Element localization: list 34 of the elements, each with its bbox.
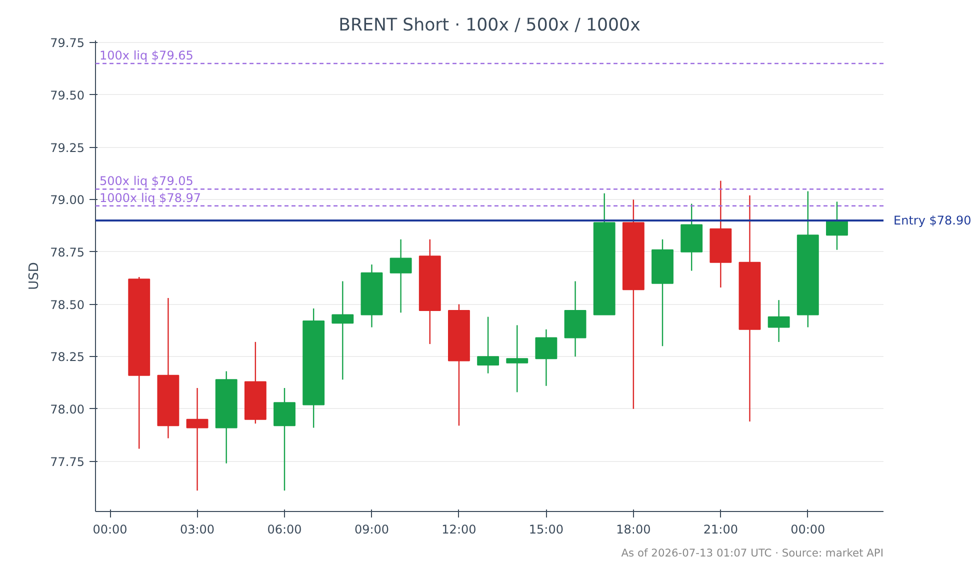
x-tick-label: 00:00 (790, 522, 826, 536)
ref-line-label: Entry $78.90 (894, 214, 972, 228)
y-axis-title: USD (27, 262, 42, 290)
x-tick-label: 21:00 (703, 522, 738, 536)
candlestick (332, 280, 354, 380)
ref-line-label: 1000x liq $78.97 (100, 190, 202, 205)
candlestick (390, 238, 412, 314)
x-tick-label: 06:00 (267, 522, 302, 536)
candlestick (477, 316, 500, 374)
chart-title: BRENT Short · 100x / 500x / 1000x (338, 16, 640, 36)
y-tick-label: 79.75 (50, 36, 85, 50)
text: As of 2026-07-13 01:07 UTC · Source: market API (621, 546, 884, 560)
candlestick (506, 324, 528, 393)
candlestick (826, 201, 848, 250)
x-tick-label: 18:00 (616, 522, 651, 536)
x-tick-label: 09:00 (354, 522, 390, 536)
x-tick-label: 15:00 (528, 522, 564, 536)
y-tick-label: 77.75 (50, 454, 85, 469)
y-tick-label: 79.50 (50, 88, 85, 102)
candlestick (768, 299, 790, 343)
y-tick-label: 79.00 (50, 193, 85, 208)
ref-line-label: 100x liq $79.65 (100, 48, 194, 63)
x-tick-label: 03:00 (180, 522, 215, 536)
y-tick-label: 79.25 (50, 140, 85, 155)
x-tick-label: 00:00 (92, 522, 128, 536)
ref-line-label: 500x liq $79.05 (100, 174, 194, 188)
y-tick-label: 78.50 (50, 298, 85, 312)
y-tick-label: 78.75 (50, 245, 85, 260)
y-tick-label: 78.00 (50, 402, 85, 416)
candlestick (274, 387, 296, 492)
candlestick (535, 328, 558, 386)
x-tick-label: 12:00 (442, 522, 476, 536)
candlestick (186, 387, 208, 492)
y-tick-label: 78.25 (50, 350, 85, 364)
